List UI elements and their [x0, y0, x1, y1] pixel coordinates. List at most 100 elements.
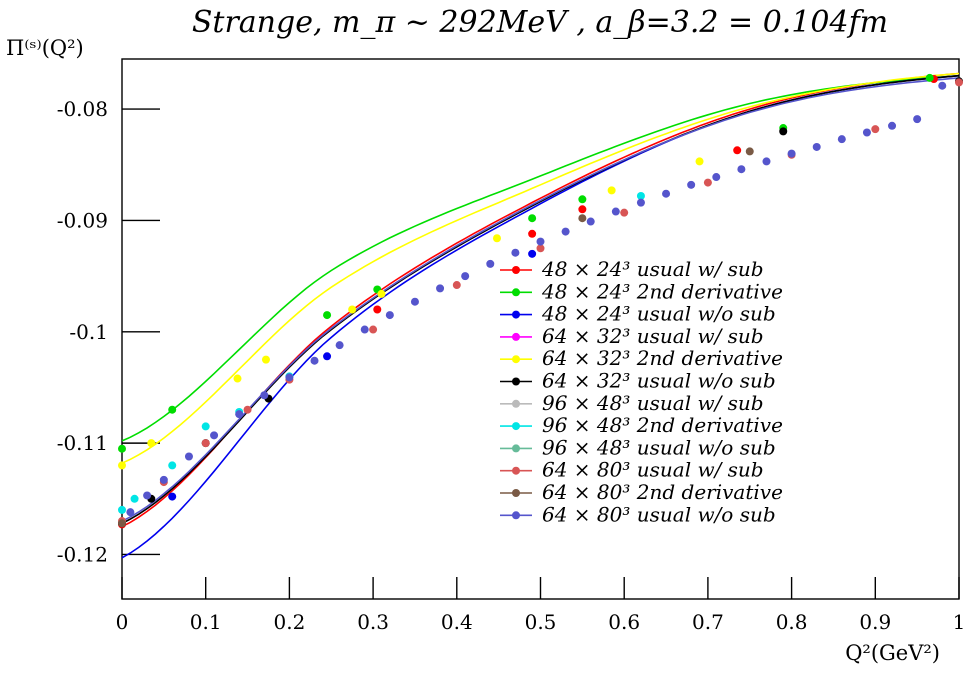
legend-marker — [512, 310, 520, 319]
data-point — [745, 147, 754, 156]
legend-label: 96 × 48³ 2nd derivative — [542, 413, 783, 437]
data-point — [373, 305, 382, 314]
fit-curve — [121, 77, 960, 522]
data-point — [925, 73, 934, 82]
data-point — [528, 249, 537, 258]
legend-marker — [512, 288, 520, 297]
legend-label: 96 × 48³ usual w/o sub — [542, 435, 776, 459]
fit-curve — [121, 72, 960, 464]
legend-marker — [512, 489, 520, 497]
data-point — [862, 128, 871, 137]
data-point — [871, 125, 880, 134]
data-point — [837, 135, 846, 144]
data-point — [611, 207, 620, 216]
data-point — [385, 311, 394, 320]
data-point — [235, 410, 244, 419]
plot-frame — [121, 58, 960, 600]
axes: 0 0.1 0.2 0.3 0.4 0.5 0.6 0.7 0.8 0.9 1 -0.08 -0.09 -… — [57, 97, 966, 634]
data-point — [452, 281, 461, 290]
legend-label: 64 × 32³ usual w/o sub — [542, 369, 776, 393]
data-point — [586, 217, 595, 226]
data-point — [126, 508, 135, 517]
data-point — [737, 165, 746, 174]
data-point — [620, 208, 629, 217]
data-point — [310, 356, 319, 365]
data-point — [348, 305, 357, 314]
data-point — [184, 452, 193, 461]
data-point — [147, 439, 156, 448]
fit-curves — [121, 72, 960, 559]
data-point — [436, 284, 445, 293]
y-tick-label: -0.12 — [57, 542, 108, 566]
x-axis-label: Q²(GeV²) — [845, 641, 940, 665]
data-points — [118, 73, 963, 529]
data-point — [812, 142, 821, 151]
legend-marker — [512, 399, 520, 408]
data-point — [210, 431, 219, 440]
data-point — [779, 127, 788, 136]
data-point — [233, 374, 242, 383]
data-point — [410, 297, 419, 306]
data-point — [285, 373, 294, 382]
data-point — [168, 461, 177, 470]
data-point — [201, 422, 210, 431]
legend-marker — [512, 266, 520, 274]
legend-label: 48 × 24³ usual w/o sub — [541, 302, 776, 326]
data-point — [511, 248, 520, 257]
chart-title: Strange, m_π ~ 292MeV , a_β=3.2 = 0.104f… — [192, 5, 888, 40]
data-point — [492, 234, 501, 243]
x-tick-label: 0.6 — [608, 610, 640, 634]
data-point — [461, 272, 470, 281]
legend-label: 64 × 80³ 2nd derivative — [542, 480, 783, 504]
data-point — [360, 325, 369, 334]
x-tick-label: 0.9 — [859, 610, 891, 634]
x-tick-label: 0.1 — [190, 610, 222, 634]
data-point — [787, 149, 796, 158]
data-point — [955, 78, 963, 87]
y-tick-label: -0.1 — [69, 320, 108, 344]
data-point — [118, 505, 126, 514]
data-point — [578, 205, 587, 214]
data-point — [536, 237, 545, 246]
data-point — [369, 325, 378, 334]
data-point — [118, 444, 126, 453]
data-point — [536, 244, 545, 253]
data-point — [578, 214, 587, 223]
legend-label: 64 × 80³ usual w/ sub — [542, 458, 764, 482]
data-point — [913, 115, 922, 124]
legend-label: 64 × 80³ usual w/o sub — [542, 502, 776, 526]
legend-marker — [512, 511, 520, 520]
data-point — [636, 191, 645, 200]
data-point — [118, 519, 126, 528]
data-point — [377, 289, 386, 298]
fit-curve — [121, 74, 960, 525]
data-point — [561, 227, 570, 236]
x-tick-label: 0 — [116, 610, 129, 634]
x-tick-label: 1 — [953, 610, 966, 634]
x-tick-label: 0.5 — [525, 610, 557, 634]
x-tick-label: 0.7 — [692, 610, 724, 634]
data-point — [118, 461, 126, 470]
data-point — [323, 311, 332, 320]
data-point — [938, 81, 947, 90]
fit-curve — [121, 72, 960, 528]
data-point — [703, 178, 712, 187]
y-axis-label: Π⁽ˢ⁾(Q²) — [6, 36, 84, 60]
data-point — [168, 492, 177, 501]
data-point — [168, 405, 177, 414]
fit-curve — [121, 74, 960, 559]
legend-marker — [512, 355, 520, 364]
data-point — [578, 195, 587, 204]
legend-marker — [512, 332, 520, 341]
data-point — [130, 494, 139, 503]
data-point — [762, 157, 771, 166]
data-point — [528, 229, 537, 238]
data-point — [712, 173, 721, 182]
legend-marker — [512, 444, 520, 453]
data-point — [486, 259, 495, 268]
data-point — [260, 391, 269, 400]
data-point — [243, 405, 252, 414]
y-tick-label: -0.09 — [57, 208, 108, 232]
